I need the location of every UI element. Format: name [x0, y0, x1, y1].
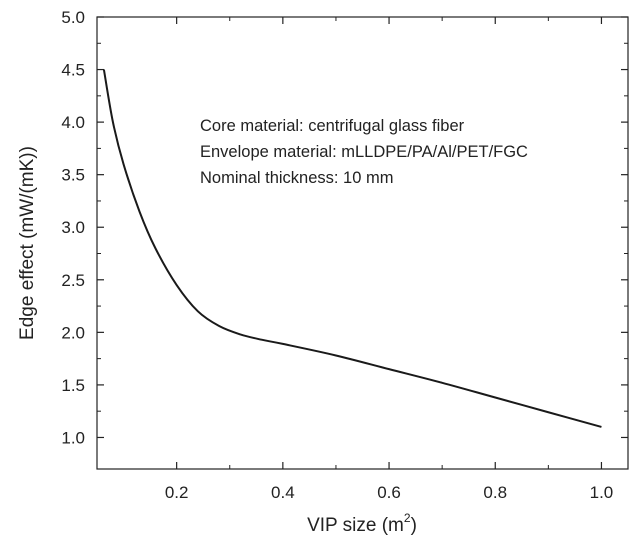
x-axis-title: VIP size (m2) [307, 511, 417, 536]
y-axis: 1.0 1.5 2.0 2.5 3.0 3.5 4.0 4.5 5.0 [61, 8, 628, 447]
y-tick-label: 4.0 [61, 113, 85, 132]
y-tick-label: 3.5 [61, 166, 85, 185]
y-tick-label: 4.5 [61, 61, 85, 80]
x-tick-label: 0.4 [271, 483, 295, 502]
y-axis-title: Edge effect (mW/(mK)) [17, 146, 38, 340]
annotation-core-material: Core material: centrifugal glass fiber [200, 117, 465, 135]
series-line [102, 69, 602, 428]
y-tick-label: 2.0 [61, 323, 85, 342]
x-axis-title-suffix: ) [411, 515, 417, 536]
x-tick-label: 0.6 [377, 483, 401, 502]
x-axis-title-superscript: 2 [404, 511, 411, 525]
y-tick-label: 5.0 [61, 8, 85, 27]
y-tick-label: 1.5 [61, 376, 85, 395]
x-tick-label: 0.8 [483, 483, 507, 502]
x-tick-label: 0.2 [165, 483, 189, 502]
y-tick-label: 3.0 [61, 218, 85, 237]
x-axis: 0.2 0.4 0.6 0.8 1.0 [165, 17, 613, 502]
annotation-nominal-thickness: Nominal thickness: 10 mm [200, 169, 393, 187]
plot-frame [96, 16, 629, 470]
y-tick-label: 1.0 [61, 428, 85, 447]
annotation-envelope-material: Envelope material: mLLDPE/PA/Al/PET/FGC [200, 143, 528, 161]
x-tick-label: 1.0 [590, 483, 614, 502]
y-tick-label: 2.5 [61, 271, 85, 290]
